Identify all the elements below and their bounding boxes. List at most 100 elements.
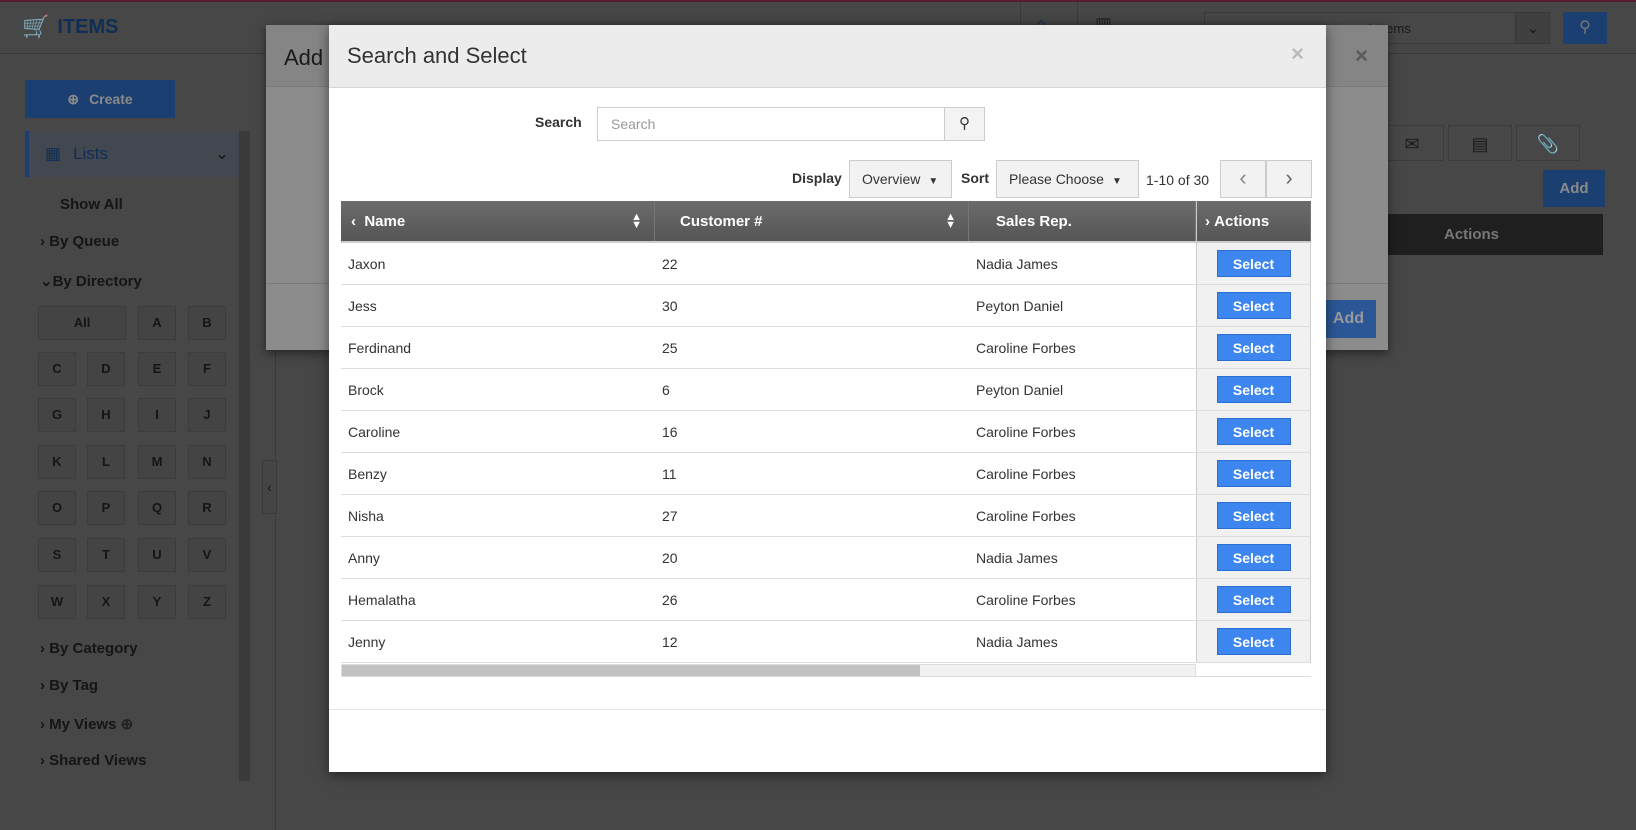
letter-filter-x[interactable]: X	[87, 585, 125, 619]
modal-title: Search and Select	[347, 43, 527, 68]
letter-filter-s[interactable]: S	[38, 538, 76, 572]
select-button[interactable]: Select	[1216, 292, 1291, 319]
letter-filter-e[interactable]: E	[138, 352, 176, 386]
select-button[interactable]: Select	[1216, 586, 1291, 613]
add-modal-add-button[interactable]: Add	[1316, 300, 1376, 338]
select-button[interactable]: Select	[1216, 334, 1291, 361]
add-view-icon[interactable]: ⊕	[120, 716, 134, 733]
table-row: Caroline 16 Caroline Forbes Select	[341, 411, 1311, 453]
letter-filter-o[interactable]: O	[38, 491, 76, 525]
cell-sales-rep: Peyton Daniel	[976, 381, 1064, 398]
select-button[interactable]: Select	[1216, 502, 1291, 529]
create-button[interactable]: ⊕ Create	[25, 80, 175, 118]
background-actions-header: Actions	[1372, 214, 1603, 255]
search-button[interactable]: ⚲	[944, 107, 985, 141]
display-select[interactable]: Overview ▼	[849, 160, 952, 198]
sort-select[interactable]: Please Choose ▼	[996, 160, 1139, 198]
cell-customer: 6	[662, 381, 670, 398]
scrollbar-thumb[interactable]	[342, 665, 920, 676]
cell-customer: 22	[662, 255, 678, 272]
prev-page-button[interactable]: ‹	[1220, 160, 1266, 198]
select-button[interactable]: Select	[1216, 250, 1291, 277]
sidebar-item-shared-views[interactable]: › Shared Views	[40, 752, 147, 769]
background-add-button[interactable]: Add	[1543, 170, 1605, 207]
select-button[interactable]: Select	[1216, 418, 1291, 445]
divider	[341, 676, 1311, 677]
table-row: Jenny 12 Nadia James Select	[341, 621, 1311, 663]
letter-filter-b[interactable]: B	[188, 306, 226, 340]
select-button[interactable]: Select	[1216, 544, 1291, 571]
letter-filter-w[interactable]: W	[38, 585, 76, 619]
cell-customer: 27	[662, 507, 678, 524]
cell-name: Ferdinand	[348, 339, 412, 356]
letter-filter-z[interactable]: Z	[188, 585, 226, 619]
cell-actions: Select	[1196, 579, 1311, 620]
letter-filter-n[interactable]: N	[188, 445, 226, 479]
letter-filter-p[interactable]: P	[87, 491, 125, 525]
search-input[interactable]	[597, 107, 945, 141]
next-page-button[interactable]: ›	[1266, 160, 1312, 198]
email-icon[interactable]: ✉	[1380, 125, 1444, 161]
search-icon: ⚲	[959, 115, 970, 132]
column-sales-rep[interactable]: Sales Rep.	[969, 201, 1196, 241]
letter-filter-u[interactable]: U	[138, 538, 176, 572]
sidebar-item-by-directory[interactable]: ⌄By Directory	[40, 273, 142, 290]
letter-filter-v[interactable]: V	[188, 538, 226, 572]
caret-down-icon: ▼	[1111, 176, 1122, 187]
letter-filter-r[interactable]: R	[188, 491, 226, 525]
cell-customer: 30	[662, 297, 678, 314]
select-button[interactable]: Select	[1216, 376, 1291, 403]
cell-actions: Select	[1196, 327, 1311, 368]
display-label: Display	[792, 170, 842, 186]
divider	[329, 709, 1326, 710]
table-row: Benzy 11 Caroline Forbes Select	[341, 453, 1311, 495]
note-icon[interactable]: ▤	[1448, 125, 1512, 161]
attachment-icon[interactable]: 📎	[1516, 125, 1580, 161]
letter-filter-f[interactable]: F	[188, 352, 226, 386]
column-actions[interactable]: › Actions	[1196, 201, 1311, 241]
sidebar-item-by-tag[interactable]: › By Tag	[40, 677, 99, 694]
letter-filter-m[interactable]: M	[138, 445, 176, 479]
sidebar-scrollbar[interactable]	[239, 131, 250, 781]
letter-filter-all[interactable]: All	[38, 306, 126, 340]
letter-filter-d[interactable]: D	[87, 352, 125, 386]
background-tabs: ✉ ▤ 📎	[1380, 125, 1580, 161]
letter-filter-c[interactable]: C	[38, 352, 76, 386]
letter-filter-j[interactable]: J	[188, 398, 226, 432]
cell-sales-rep: Caroline Forbes	[976, 339, 1076, 356]
sidebar-item-by-category[interactable]: › By Category	[40, 640, 138, 657]
letter-filter-g[interactable]: G	[38, 398, 76, 432]
sort-icon[interactable]: ▲ ▼	[945, 211, 956, 231]
letter-filter-y[interactable]: Y	[138, 585, 176, 619]
sidebar-item-show-all[interactable]: Show All	[60, 196, 123, 213]
app-logo[interactable]: 🛒 ITEMS	[22, 14, 119, 39]
column-name[interactable]: ‹ Name ▲ ▼	[341, 201, 655, 241]
select-button[interactable]: Select	[1216, 460, 1291, 487]
column-customer[interactable]: Customer # ▲ ▼	[655, 201, 969, 241]
sort-icon[interactable]: ▲ ▼	[631, 211, 642, 231]
letter-filter-k[interactable]: K	[38, 445, 76, 479]
cell-sales-rep: Nadia James	[976, 255, 1058, 272]
cell-name: Jaxon	[348, 255, 386, 272]
table-row: Jaxon 22 Nadia James Select	[341, 243, 1311, 285]
letter-filter-a[interactable]: A	[138, 306, 176, 340]
letter-filter-q[interactable]: Q	[138, 491, 176, 525]
table-row: Jess 30 Peyton Daniel Select	[341, 285, 1311, 327]
letter-filter-t[interactable]: T	[87, 538, 125, 572]
pager: ‹ ›	[1220, 160, 1312, 198]
calendar-icon: ▦	[45, 144, 62, 163]
sidebar-item-my-views[interactable]: › My Views ⊕	[40, 716, 134, 733]
letter-filter-i[interactable]: I	[138, 398, 176, 432]
close-icon[interactable]: ×	[1355, 43, 1368, 68]
chevron-down-icon[interactable]: ⌄	[1516, 12, 1550, 44]
cell-name: Brock	[348, 381, 384, 398]
global-search-button[interactable]: ⚲	[1563, 12, 1607, 44]
select-button[interactable]: Select	[1216, 628, 1291, 655]
letter-filter-h[interactable]: H	[87, 398, 125, 432]
search-select-modal: Search and Select × Search ⚲ Display Ove…	[329, 25, 1326, 772]
sidebar-item-by-queue[interactable]: › By Queue	[40, 233, 120, 250]
collapse-sidebar-button[interactable]: ‹	[262, 460, 277, 514]
close-icon[interactable]: ×	[1291, 41, 1304, 66]
sidebar-item-lists[interactable]: ▦ Lists ⌄	[25, 131, 239, 177]
letter-filter-l[interactable]: L	[87, 445, 125, 479]
